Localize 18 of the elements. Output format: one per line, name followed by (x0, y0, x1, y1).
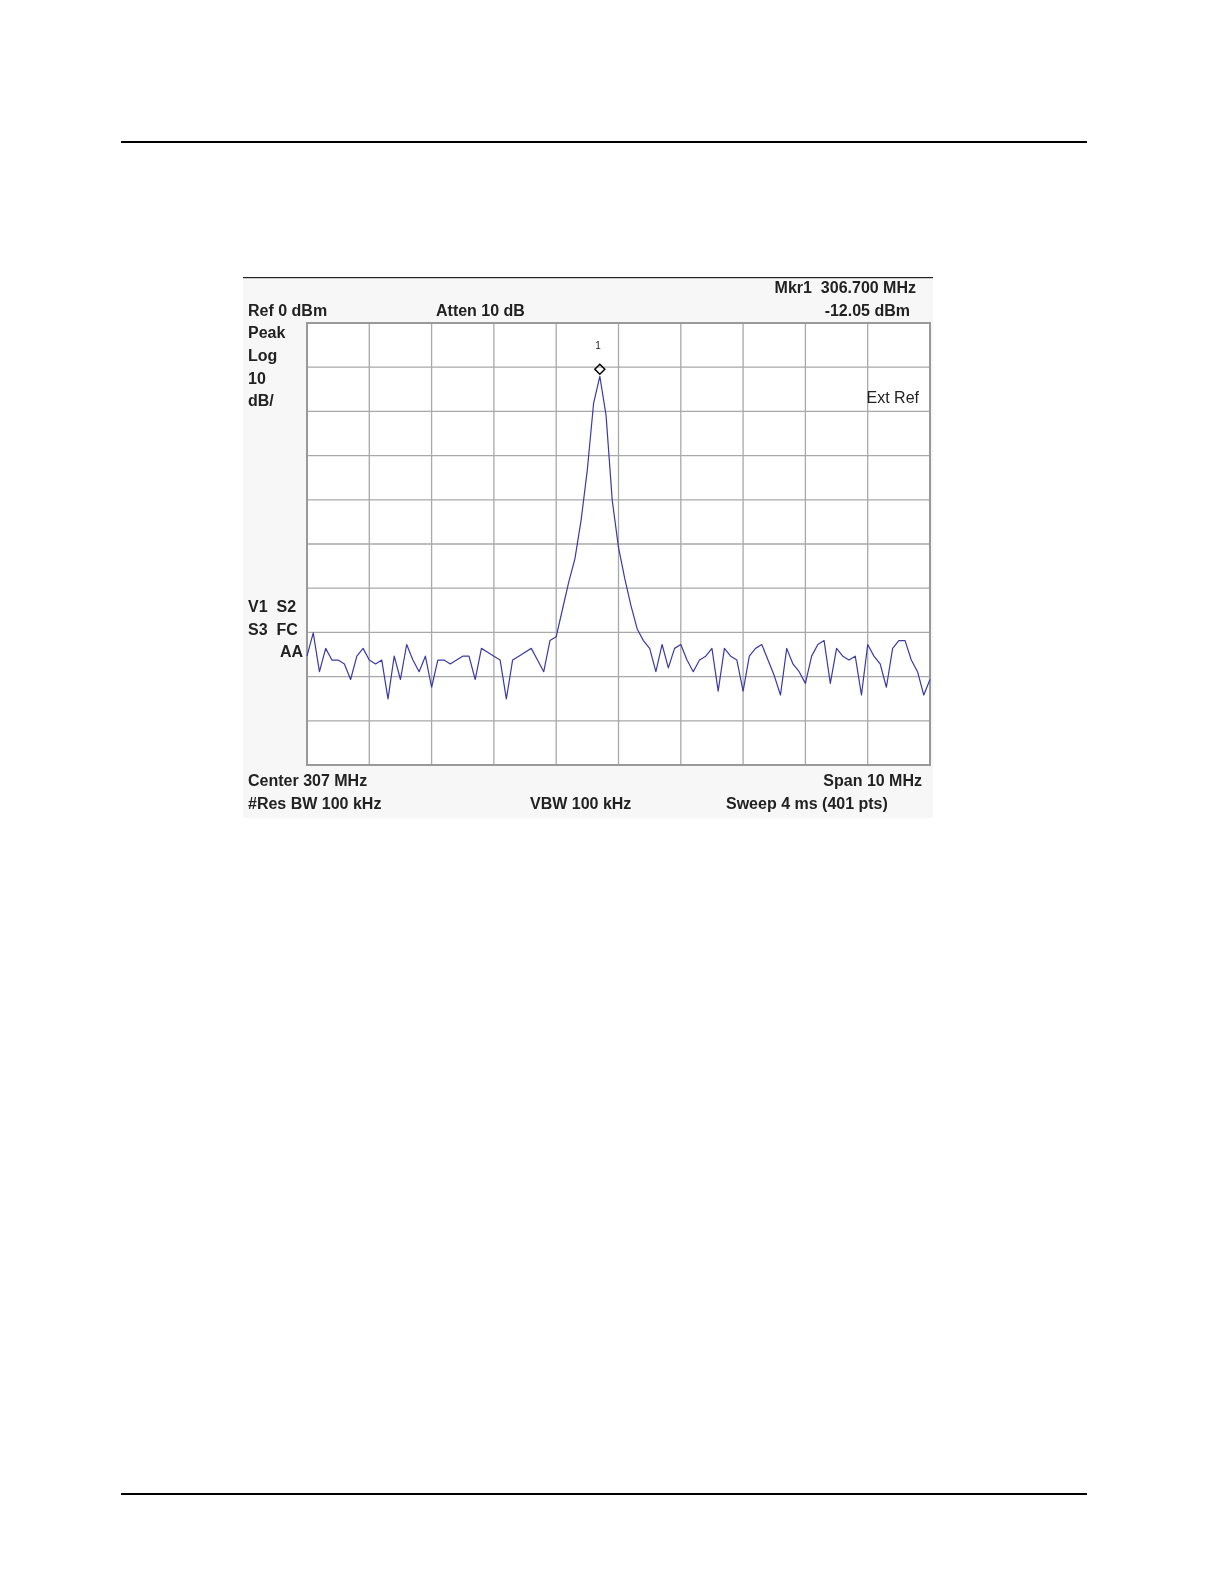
annotation: Ext Ref (866, 389, 920, 406)
text: Log (248, 347, 278, 364)
text: Atten 10 dB (436, 302, 525, 319)
text: AA (279, 643, 304, 660)
text: Peak (248, 324, 286, 341)
text: S3 FC (248, 621, 299, 638)
text: VBW 100 kHz (530, 795, 632, 812)
text: 1 (595, 340, 602, 351)
text: -12.05 dBm (824, 302, 910, 319)
text: 10 (248, 370, 266, 387)
text: Span 10 MHz (823, 772, 922, 789)
text: dB/ (248, 392, 275, 409)
text: Center 307 MHz (248, 772, 368, 789)
text: V1 S2 (248, 598, 297, 615)
text: Mkr1 306.700 MHz (774, 279, 916, 296)
text: Ref 0 dBm (248, 302, 328, 319)
text: #Res BW 100 kHz (248, 795, 382, 812)
text: Sweep 4 ms (401 pts) (726, 795, 888, 812)
